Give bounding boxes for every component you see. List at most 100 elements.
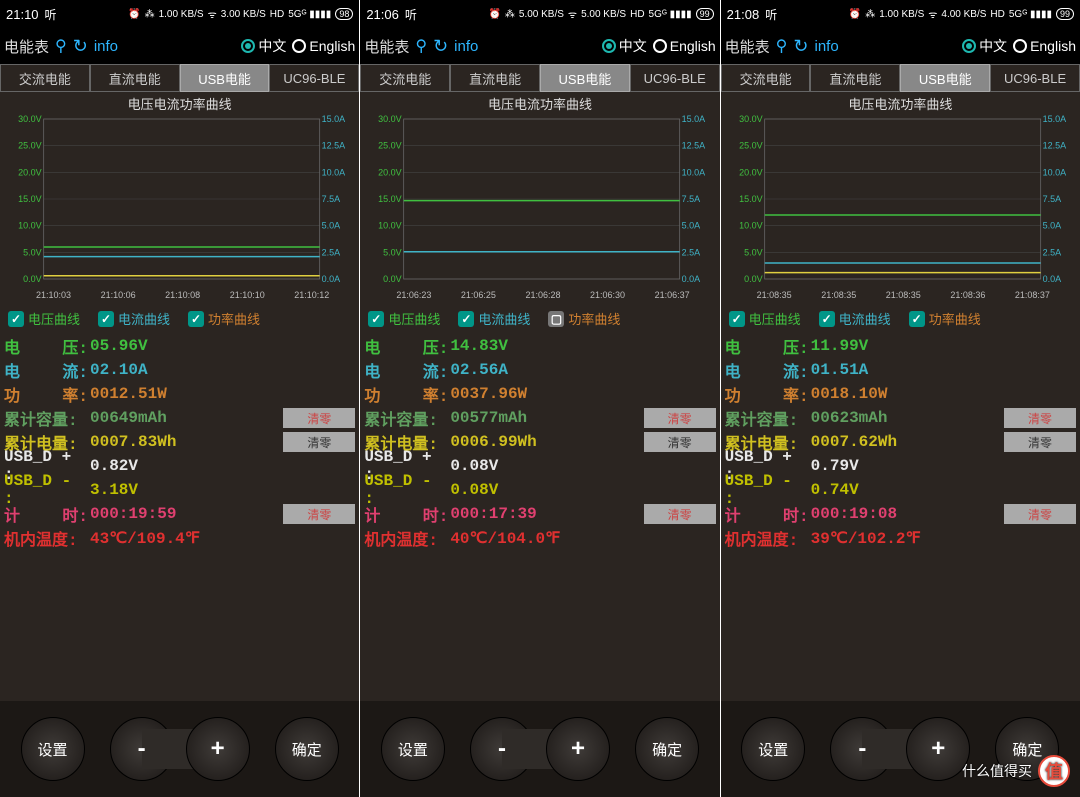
legend-item[interactable]: ✓ 电压曲线 (8, 309, 80, 328)
svg-text:0.0V: 0.0V (383, 274, 402, 284)
settings-button[interactable]: 设置 (21, 717, 85, 781)
svg-text:5.0A: 5.0A (1042, 221, 1061, 231)
x-tick: 21:08:35 (757, 290, 792, 300)
bluetooth-icon[interactable]: ⚲ (415, 36, 427, 56)
tab-2[interactable]: USB电能 (180, 64, 270, 92)
reading-row: USB_D - :3.18V (4, 478, 355, 502)
clear-button[interactable]: 清零 (644, 408, 716, 428)
refresh-icon[interactable]: ↻ (73, 36, 88, 57)
legend-item[interactable]: ▢ 功率曲线 (548, 309, 620, 328)
reading-row: 机内温度:40℃/104.0℉ (364, 526, 715, 550)
ok-button[interactable]: 确定 (635, 717, 699, 781)
tab-0[interactable]: 交流电能 (0, 64, 90, 92)
tab-1[interactable]: 直流电能 (810, 64, 900, 92)
svg-text:15.0A: 15.0A (682, 115, 706, 124)
ok-button[interactable]: 确定 (275, 717, 339, 781)
legend-checkbox[interactable]: ✓ (729, 311, 745, 327)
svg-text:5.0V: 5.0V (23, 247, 42, 257)
refresh-icon[interactable]: ↻ (433, 36, 448, 57)
legend-item[interactable]: ✓ 电流曲线 (98, 309, 170, 328)
reading-row: USB_D - :0.08V (364, 478, 715, 502)
tab-3[interactable]: UC96-BLE (630, 64, 720, 92)
legend-item[interactable]: ✓ 电流曲线 (458, 309, 530, 328)
info-button[interactable]: info (814, 38, 838, 55)
readings-list: 电压:14.83V电流:02.56A功率:0037.96W累计容量:00577m… (360, 334, 719, 701)
status-listen-icon: 听 (405, 6, 417, 23)
reading-row: 计时:000:17:39清零 (364, 502, 715, 526)
tab-0[interactable]: 交流电能 (721, 64, 811, 92)
info-button[interactable]: info (454, 38, 478, 55)
reading-value: 02.10A (90, 361, 355, 379)
reading-value: 00649mAh (90, 409, 283, 427)
legend-item[interactable]: ✓ 电压曲线 (368, 309, 440, 328)
net-rate: 1.00 KB/S (879, 9, 924, 20)
reading-value: 00623mAh (811, 409, 1004, 427)
reading-row: 累计容量:00649mAh清零 (4, 406, 355, 430)
clear-button[interactable]: 清零 (644, 432, 716, 452)
reading-value: 0.82V (90, 457, 355, 475)
wifi-icon: ᯤ (928, 7, 937, 21)
bluetooth-icon[interactable]: ⚲ (55, 36, 67, 56)
legend-label: 电流曲线 (478, 309, 530, 328)
app-header: 电能表 ⚲ ↻ info 中文 English (0, 28, 359, 64)
legend-checkbox[interactable]: ✓ (458, 311, 474, 327)
lang-chinese-radio[interactable]: 中文 (962, 36, 1007, 56)
legend-checkbox[interactable]: ▢ (548, 311, 564, 327)
clear-button[interactable]: 清零 (1004, 504, 1076, 524)
net-rate: 5.00 KB/S (519, 9, 564, 20)
minus-button[interactable]: - (110, 717, 174, 781)
plus-button[interactable]: + (906, 717, 970, 781)
tab-1[interactable]: 直流电能 (450, 64, 540, 92)
chart-legend: ✓ 电压曲线 ✓ 电流曲线 ✓ 功率曲线 (0, 305, 359, 334)
legend-checkbox[interactable]: ✓ (188, 311, 204, 327)
clear-button[interactable]: 清零 (283, 504, 355, 524)
bluetooth-icon[interactable]: ⚲ (776, 36, 788, 56)
legend-checkbox[interactable]: ✓ (98, 311, 114, 327)
lang-english-radio[interactable]: English (1013, 38, 1076, 54)
lang-chinese-radio[interactable]: 中文 (241, 36, 286, 56)
legend-item[interactable]: ✓ 电流曲线 (819, 309, 891, 328)
legend-item[interactable]: ✓ 功率曲线 (188, 309, 260, 328)
net-rate-2: 5.00 KB/S (581, 9, 626, 20)
tab-0[interactable]: 交流电能 (360, 64, 450, 92)
clear-button[interactable]: 清零 (644, 504, 716, 524)
tab-2[interactable]: USB电能 (900, 64, 990, 92)
tab-3[interactable]: UC96-BLE (990, 64, 1080, 92)
svg-text:7.5A: 7.5A (322, 194, 341, 204)
minus-button[interactable]: - (470, 717, 534, 781)
svg-text:0.0A: 0.0A (1042, 274, 1061, 284)
reading-value: 0007.83Wh (90, 433, 283, 451)
svg-text:25.0V: 25.0V (18, 141, 42, 151)
status-time: 21:10 (6, 7, 39, 22)
legend-checkbox[interactable]: ✓ (368, 311, 384, 327)
clear-button[interactable]: 清零 (1004, 432, 1076, 452)
clear-button[interactable]: 清零 (283, 432, 355, 452)
settings-button[interactable]: 设置 (741, 717, 805, 781)
lang-chinese-radio[interactable]: 中文 (602, 36, 647, 56)
lang-english-radio[interactable]: English (292, 38, 355, 54)
tab-1[interactable]: 直流电能 (90, 64, 180, 92)
legend-checkbox[interactable]: ✓ (819, 311, 835, 327)
minus-button[interactable]: - (830, 717, 894, 781)
svg-text:20.0V: 20.0V (18, 167, 42, 177)
legend-checkbox[interactable]: ✓ (8, 311, 24, 327)
plus-button[interactable]: + (186, 717, 250, 781)
lang-english-radio[interactable]: English (653, 38, 716, 54)
legend-checkbox[interactable]: ✓ (909, 311, 925, 327)
reading-row: USB_D - :0.74V (725, 478, 1076, 502)
clear-button[interactable]: 清零 (1004, 408, 1076, 428)
plus-button[interactable]: + (546, 717, 610, 781)
tab-3[interactable]: UC96-BLE (269, 64, 359, 92)
reading-value: 00577mAh (450, 409, 643, 427)
signal-icon: 5Gᴳ ▮▮▮▮ (649, 9, 692, 20)
tab-2[interactable]: USB电能 (540, 64, 630, 92)
svg-text:20.0V: 20.0V (739, 167, 763, 177)
settings-button[interactable]: 设置 (381, 717, 445, 781)
clear-button[interactable]: 清零 (283, 408, 355, 428)
refresh-icon[interactable]: ↻ (793, 36, 808, 57)
legend-item[interactable]: ✓ 电压曲线 (729, 309, 801, 328)
x-tick: 21:06:30 (590, 290, 625, 300)
legend-item[interactable]: ✓ 功率曲线 (909, 309, 981, 328)
info-button[interactable]: info (94, 38, 118, 55)
reading-value: 0007.62Wh (811, 433, 1004, 451)
